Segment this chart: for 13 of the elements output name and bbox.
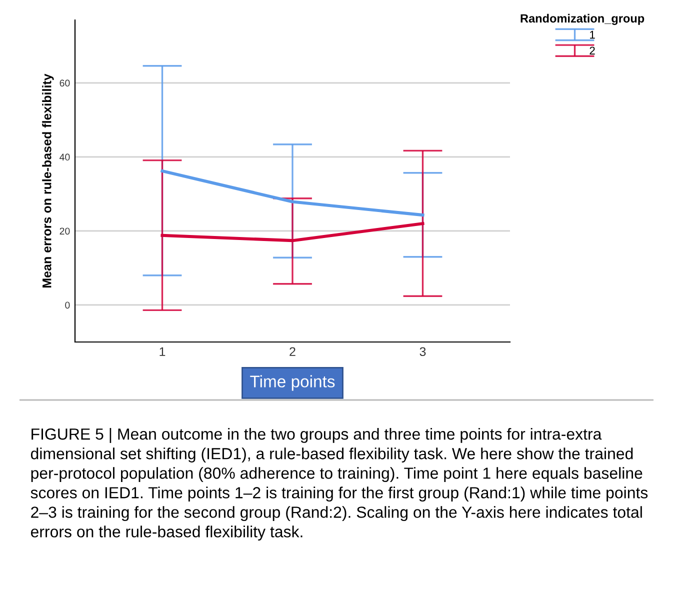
legend-title: Randomization_group <box>520 14 644 25</box>
y-tick-label: 0 <box>65 302 70 309</box>
x-axis-title: Time points <box>250 375 335 391</box>
x-tick-label: 2 <box>290 347 296 356</box>
legend-label: 2 <box>590 46 595 54</box>
y-tick-label: 40 <box>60 154 70 161</box>
y-tick-label: 20 <box>60 228 70 235</box>
x-tick-label: 3 <box>420 347 426 356</box>
caption: FIGURE 5 | Mean outcome in the two groups and three time points for intra-extra dimensional set shifting (IED1), a rule-based flexibility task. We here show the trained per-protocol population (80% adherence to training). Time point 1 here equals baseline scores on IED1. Time points 1–2 is training for the first group (Rand:1) while time points 2–3 is training for the second group (Rand:2). Scaling on the Y-axis here indicates total errors on the rule-based flexibility task. <box>30 428 648 541</box>
y-axis-title: Mean errors on rule-based flexibility <box>42 74 54 288</box>
y-tick-label: 60 <box>60 80 70 87</box>
x-tick-label: 1 <box>160 347 166 356</box>
legend-label: 1 <box>590 30 595 39</box>
